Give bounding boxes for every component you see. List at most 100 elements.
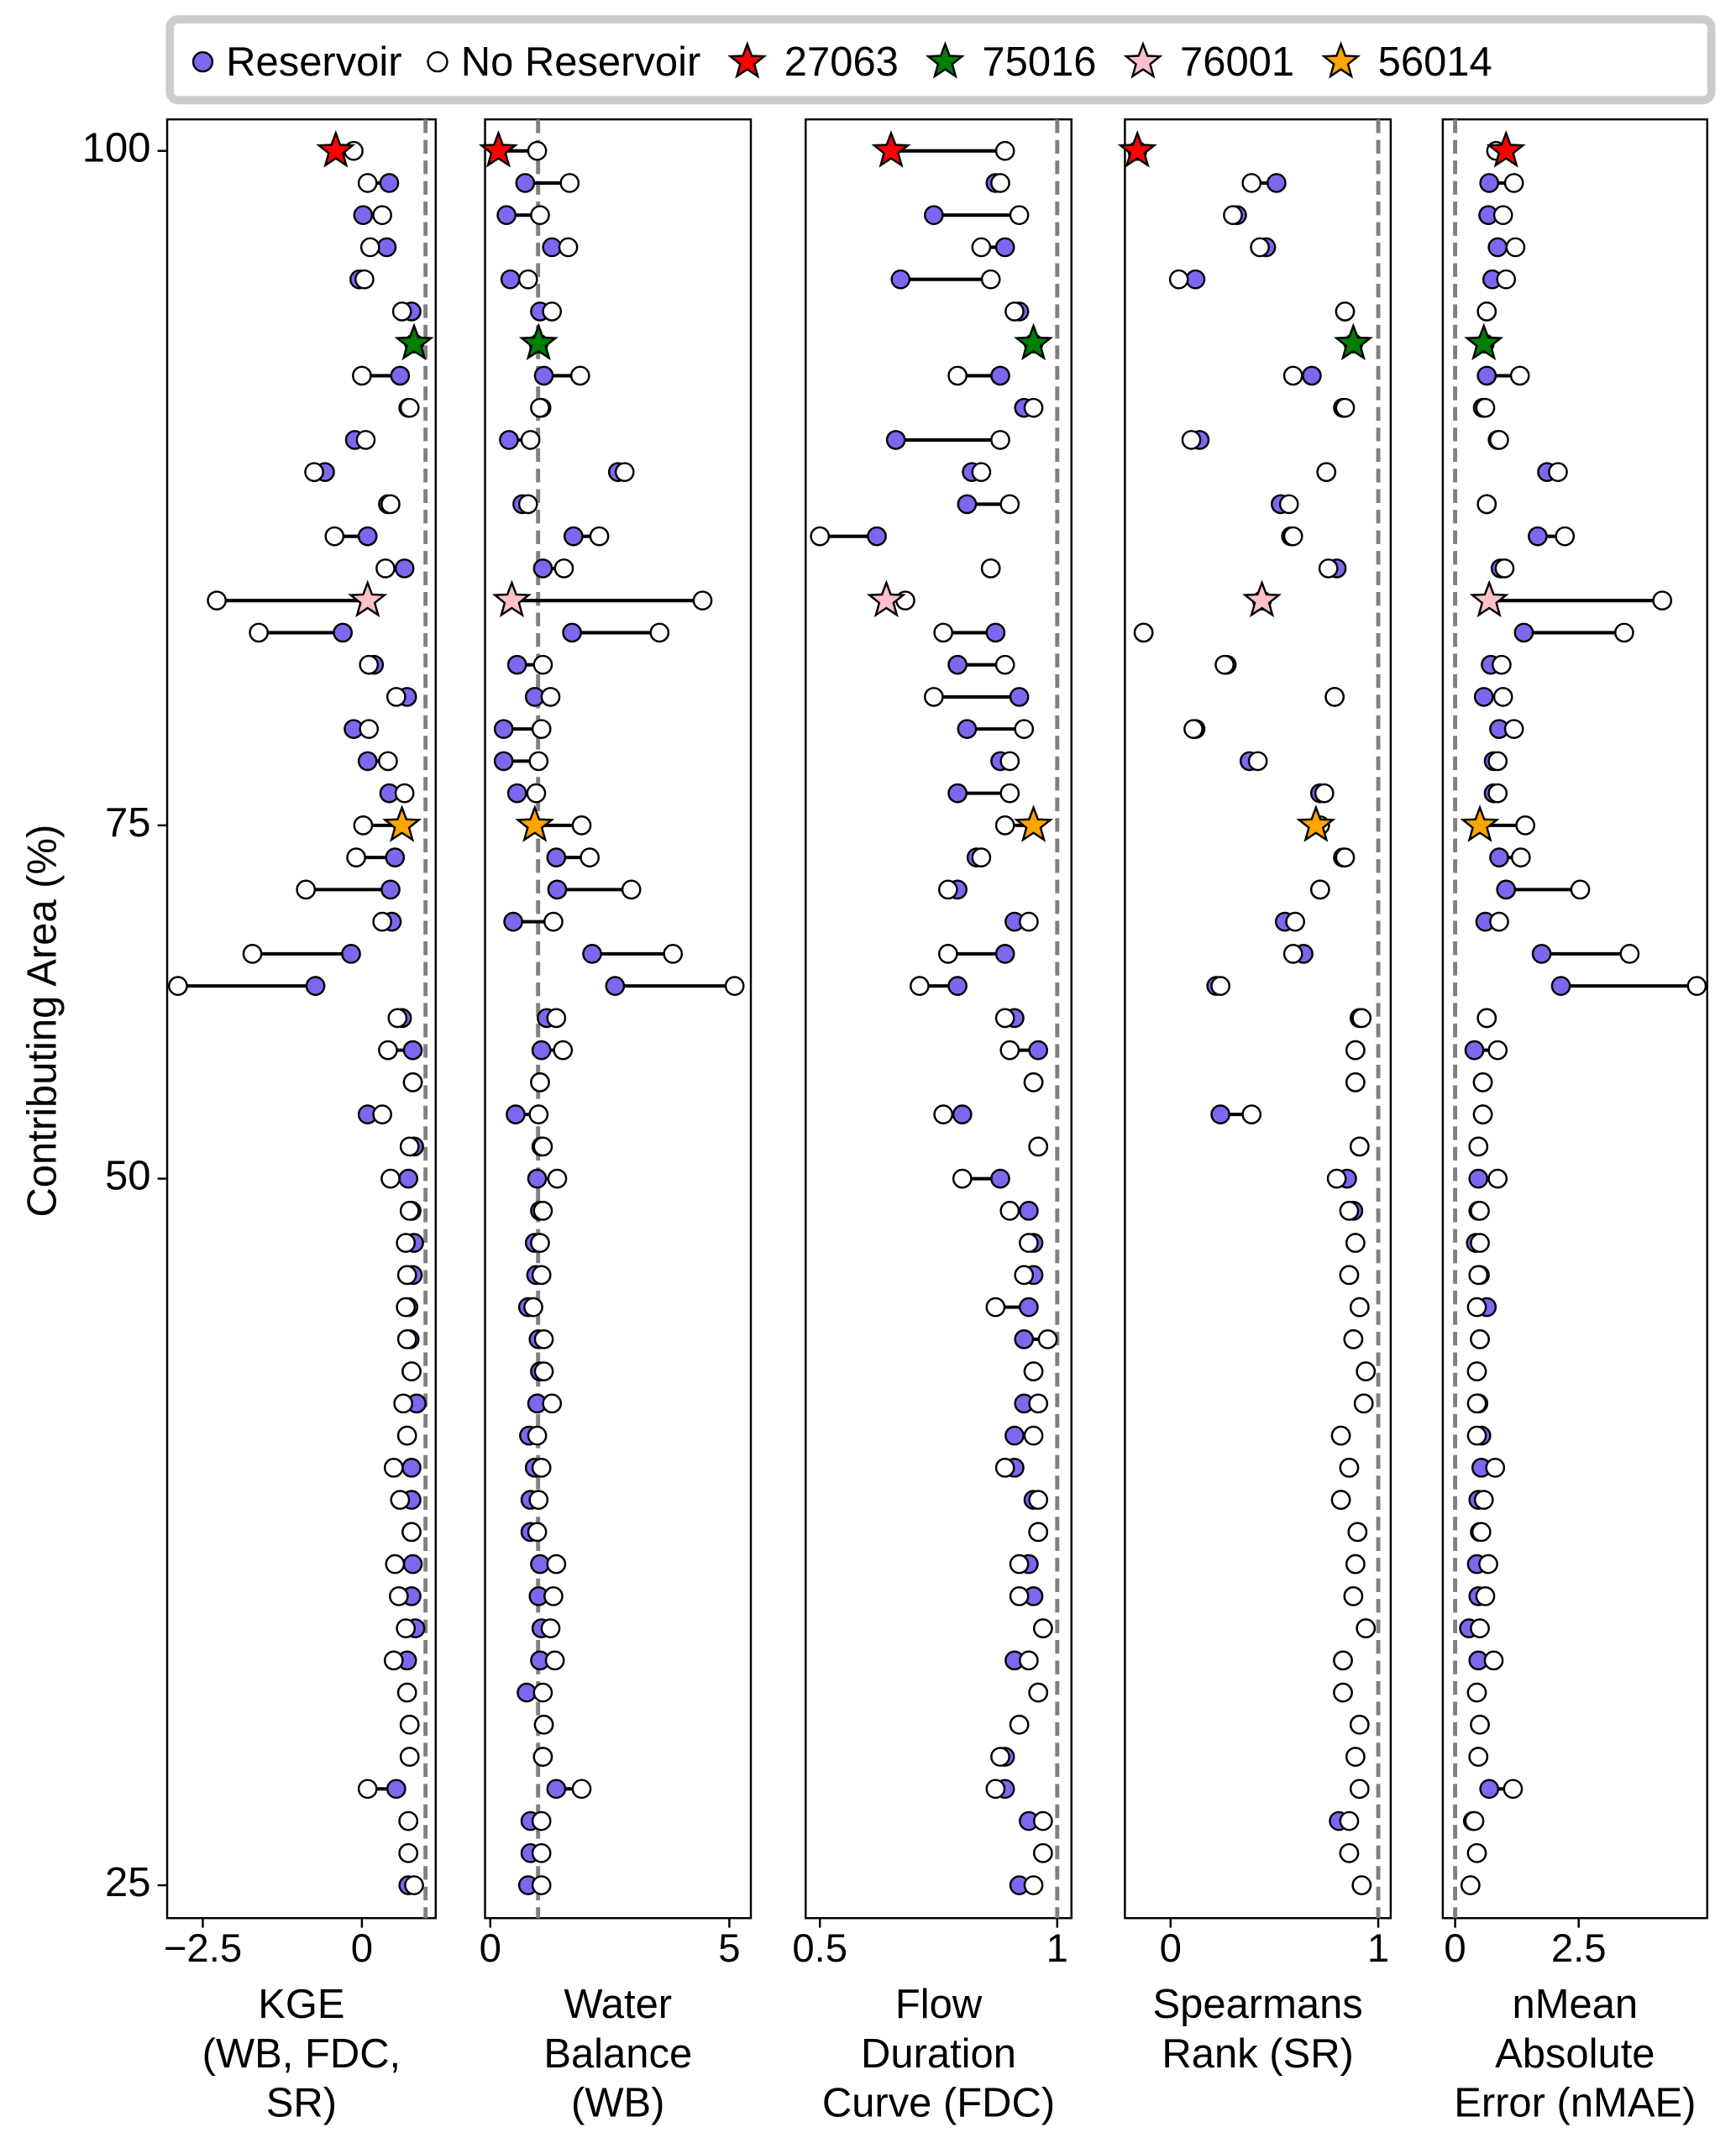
no-reservoir-point [546, 1554, 567, 1575]
reservoir-point [1473, 687, 1494, 707]
no-reservoir-point [980, 269, 1001, 290]
reservoir-point [1468, 1168, 1489, 1189]
no-reservoir-point [614, 462, 635, 482]
no-reservoir-point [396, 1329, 417, 1349]
reservoir-point [994, 237, 1015, 258]
x-axis-label: Water [564, 1982, 672, 2027]
reservoir-point [533, 365, 554, 386]
no-reservoir-point [355, 430, 376, 450]
no-reservoir-point [1475, 397, 1496, 418]
reservoir-point [517, 1682, 537, 1703]
no-reservoir-point [526, 783, 547, 804]
reservoir-point [990, 1168, 1010, 1189]
no-reservoir-point [401, 1522, 422, 1543]
no-reservoir-point [999, 494, 1020, 515]
reservoir-point [357, 526, 378, 547]
no-reservoir-point [532, 1201, 553, 1221]
no-reservoir-point [553, 558, 574, 579]
no-reservoir-point [971, 237, 992, 258]
no-reservoir-point [1023, 397, 1044, 418]
no-reservoir-point [1330, 1490, 1351, 1510]
no-reservoir-point [530, 1233, 550, 1253]
reservoir-point [1019, 1297, 1039, 1318]
no-reservoir-point [383, 1458, 404, 1478]
no-reservoir-point [357, 1779, 378, 1800]
reservoir-point [1019, 1201, 1039, 1221]
no-reservoir-point [531, 1875, 552, 1895]
reservoir-point [506, 783, 527, 804]
no-reservoir-point [372, 911, 392, 932]
reservoir-point [1185, 269, 1206, 290]
no-reservoir-point [1476, 301, 1497, 322]
no-reservoir-point [1548, 462, 1568, 482]
no-reservoir-point [1023, 1361, 1044, 1381]
no-reservoir-point [933, 1104, 953, 1124]
x-axis-label: (WB) [571, 2081, 664, 2126]
no-reservoir-point [1472, 1072, 1493, 1092]
no-reservoir-point [359, 654, 380, 675]
reservoir-point [885, 430, 906, 450]
reservoir-point [379, 173, 400, 193]
x-tick-label: 5 [718, 1926, 740, 1971]
legend-label: Reservoir [226, 39, 401, 85]
no-reservoir-point [933, 622, 953, 643]
no-reservoir-point [1028, 1522, 1049, 1543]
reservoir-point [1028, 1040, 1049, 1061]
no-reservoir-point [531, 719, 552, 739]
reservoir-point [985, 622, 1006, 643]
highlight-star [1296, 804, 1336, 842]
no-reservoir-point [1339, 1265, 1360, 1286]
no-reservoir-point [396, 1265, 417, 1286]
no-reservoir-point [1028, 1393, 1049, 1414]
no-reservoir-point [1250, 237, 1270, 258]
no-reservoir-point [527, 1425, 548, 1446]
legend-label: 27063 [784, 39, 899, 85]
no-reservoir-point [980, 558, 1001, 579]
no-reservoir-point [1614, 622, 1634, 643]
no-reservoir-point [1210, 976, 1230, 996]
no-reservoir-point [523, 1297, 543, 1318]
no-reservoir-point [1466, 1425, 1487, 1446]
no-reservoir-point [530, 1072, 550, 1092]
x-axis-label: Error (nMAE) [1454, 2081, 1696, 2126]
no-reservoir-point [378, 751, 398, 772]
no-reservoir-point [359, 719, 380, 739]
no-reservoir-point [985, 1297, 1006, 1318]
no-reservoir-point [1476, 1008, 1497, 1029]
no-reservoir-point [937, 944, 958, 964]
no-reservoir-point [1489, 430, 1509, 450]
no-reservoir-point [692, 590, 713, 610]
no-reservoir-point [402, 1072, 423, 1092]
no-reservoir-point [352, 365, 372, 386]
reservoir-point [957, 494, 978, 515]
reservoir-point [506, 654, 527, 675]
no-reservoir-point [810, 526, 831, 547]
no-reservoir-point [533, 1361, 554, 1381]
no-reservoir-point [1009, 205, 1030, 226]
no-reservoir-point [396, 1425, 417, 1446]
no-reservoir-point [532, 1747, 553, 1767]
no-reservoir-point [517, 269, 538, 290]
no-reservoir-point [528, 751, 549, 772]
reservoir-point [947, 783, 968, 804]
x-axis-label: nMean [1512, 1982, 1638, 2027]
reservoir-point [1009, 687, 1030, 707]
reservoir-point [493, 751, 514, 772]
no-reservoir-point [947, 365, 968, 386]
reservoir-point [947, 976, 968, 996]
highlight-star [348, 579, 388, 618]
no-reservoir-point [1023, 1425, 1044, 1446]
no-reservoir-point [1343, 1329, 1364, 1349]
reservoir-point [1476, 365, 1497, 386]
reservoir-point [402, 1040, 423, 1061]
no-reservoir-point [994, 140, 1015, 161]
legend-marker [191, 51, 214, 73]
no-reservoir-point [1351, 1875, 1372, 1895]
x-tick-label: 0 [480, 1926, 501, 1971]
no-reservoir-point [937, 879, 958, 900]
reservoir-point [500, 269, 521, 290]
no-reservoir-point [543, 1586, 564, 1606]
no-reservoir-point [1470, 1233, 1490, 1253]
highlight-star [1014, 804, 1054, 842]
no-reservoir-point [1555, 526, 1576, 547]
